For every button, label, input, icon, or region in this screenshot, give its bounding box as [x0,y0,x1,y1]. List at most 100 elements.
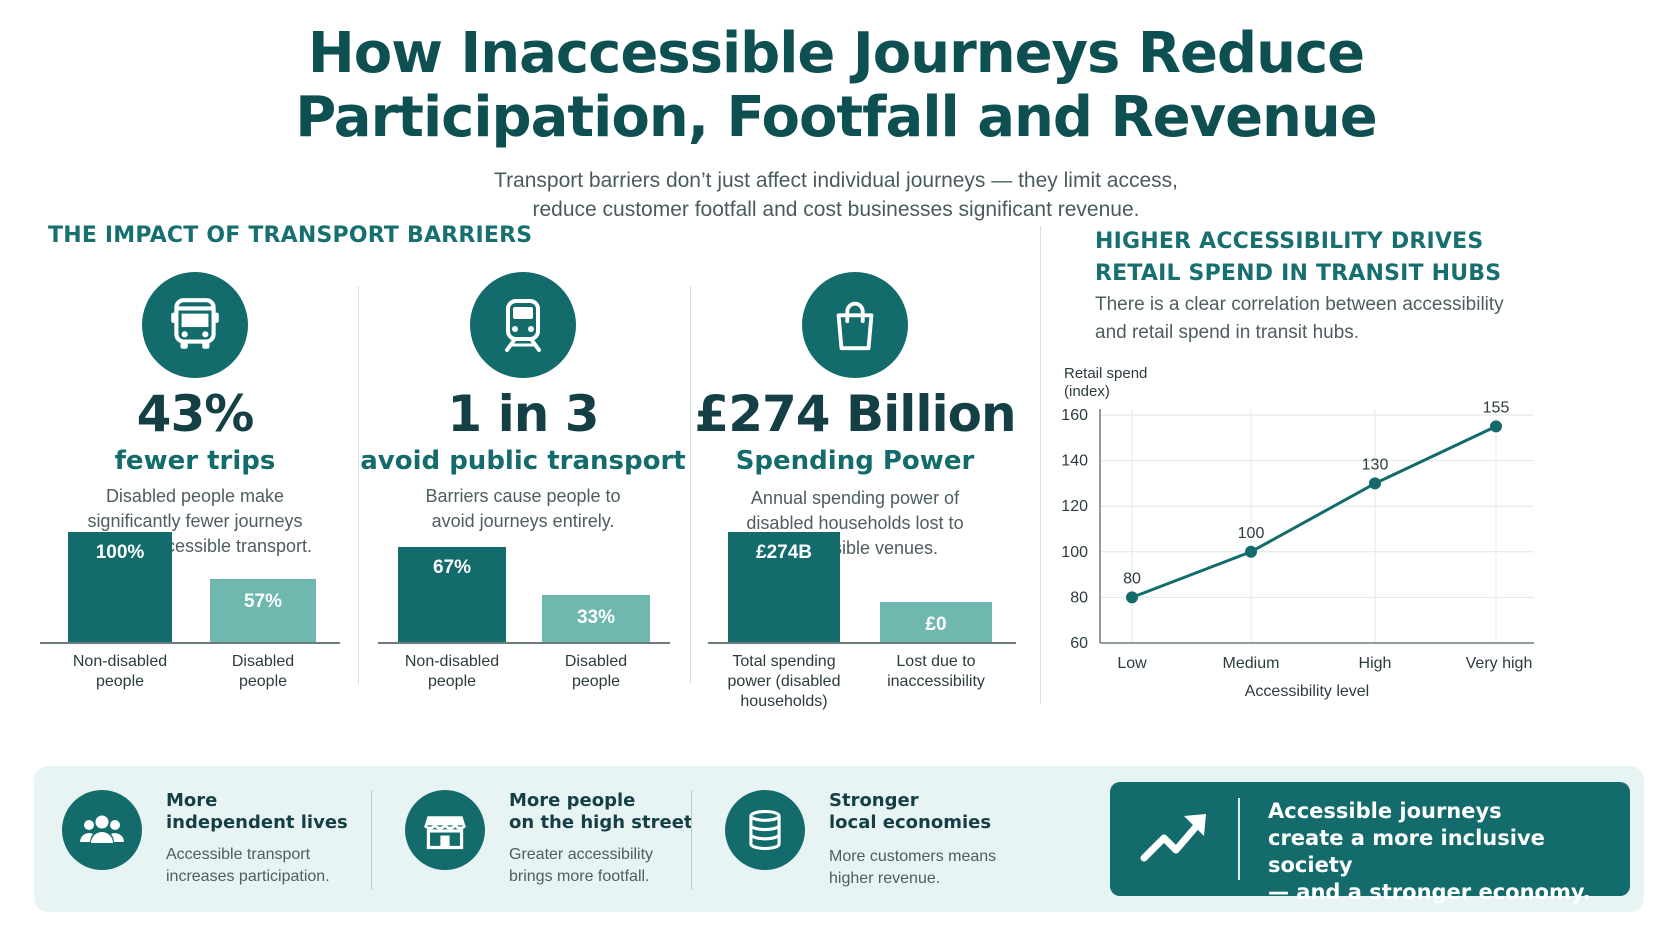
storefront-icon [405,790,485,870]
bar: £0 [880,602,992,642]
y-tick-label: 160 [1061,407,1088,424]
bar: 57% [210,579,316,642]
x-tick-label: High [1359,655,1392,672]
x-tick-label: Low [1117,655,1147,672]
stat-subtitle: avoid public transport [360,446,686,476]
title-line-1: How Inaccessible Journeys Reduce [307,21,1365,86]
stat-value: 43% [136,385,255,443]
bar-baseline [708,642,1016,644]
feature-desc-line: More customers means [829,848,997,865]
y-tick-label: 60 [1070,635,1088,652]
y-tick-label: 100 [1061,544,1088,561]
desc-line: significantly fewer journeys [87,511,303,531]
cta-text: Accessible journeys create a more inclus… [1268,798,1618,906]
page-title: How Inaccessible Journeys Reduce Partici… [0,22,1672,150]
stat-subtitle: Spending Power [735,446,975,476]
bus-icon [142,272,248,378]
data-point [1490,420,1502,433]
cta-line: — and a stronger economy. [1268,880,1591,904]
title-line-2: Participation, Footfall and Revenue [295,85,1378,150]
category-label: Non-disabled people [404,653,500,690]
bar-data-label: 33% [576,607,616,629]
x-tick-label: Very high [1466,655,1533,672]
feature-title: More independent lives [166,790,366,834]
feature-title-line: Stronger [829,790,919,811]
stat-subtitle: fewer trips [114,446,276,476]
coins-stack-icon [725,790,805,870]
feature-desc-line: increases participation. [166,868,330,885]
bar-data-label: 57% [243,591,283,613]
feature-title: More people on the high street [509,790,709,834]
bar: 67% [398,546,506,642]
chart-title-line: HIGHER ACCESSIBILITY DRIVES [1095,229,1484,254]
data-point [1126,591,1138,604]
chart-desc-line: and retail spend in transit hubs. [1095,322,1360,343]
feature-divider [371,790,372,890]
y-axis-label: Retail spend [1064,365,1147,382]
feature-title-line: independent lives [166,812,348,833]
column-divider [1040,226,1041,704]
feature-title-line: More [166,790,218,811]
trend-up-arrow-icon [1140,810,1210,871]
people-icon [62,790,142,870]
stat-description: Barriers cause people to avoid journeys … [368,484,678,534]
feature-title-line: local economies [829,812,992,833]
shopping-bag-icon [802,272,908,378]
data-point [1369,477,1381,490]
x-tick-label: Medium [1223,655,1280,672]
bar-baseline [378,642,670,644]
line-chart-title: HIGHER ACCESSIBILITY DRIVES RETAIL SPEND… [1095,226,1501,290]
feature-description: Accessible transport increases participa… [166,844,366,888]
stat-value: £274 Billion [694,385,1016,443]
category-label: Non-disabled people [72,653,168,690]
desc-line: disabled households lost to [746,513,964,533]
cta-line: Accessible journeys [1268,799,1502,823]
feature-desc-line: Accessible transport [166,846,311,863]
bar-data-label: £274B [756,542,812,563]
column-divider [690,286,691,684]
data-label: 80 [1123,570,1141,587]
bar: 100% [68,532,172,642]
desc-line: avoid journeys entirely. [431,511,615,531]
desc-line: Barriers cause people to [425,486,621,506]
y-tick-label: 120 [1061,498,1088,515]
bar-data-label: £0 [925,614,947,635]
bar-data-label: 100% [95,542,145,563]
train-icon [470,272,576,378]
cta-banner: Accessible journeys create a more inclus… [1110,782,1630,904]
category-label: Disabled people [564,653,628,690]
feature-divider [691,790,692,890]
desc-line: Annual spending power of [750,488,960,508]
bar-data-label: 67% [432,556,472,578]
category-label: Total spending power (disabled households) [727,653,841,710]
feature-title-line: More people [509,790,636,811]
feature-description: More customers means higher revenue. [829,846,1029,890]
stat-value: 1 in 3 [447,385,599,443]
bar: £274B [728,532,840,642]
series-line [1131,425,1497,599]
page-subtitle: Transport barriers don’t just affect ind… [0,166,1672,224]
y-axis-label: (index) [1064,383,1110,400]
feature-desc-line: higher revenue. [829,870,941,887]
cta-divider [1238,798,1240,880]
feature-description: Greater accessibility brings more footfa… [509,844,709,888]
bar: 33% [542,595,650,642]
feature-title-line: on the high street [509,812,693,833]
chart-desc-line: There is a clear correlation between acc… [1095,294,1504,315]
feature-desc-line: Greater accessibility [509,846,654,863]
data-label: 130 [1362,456,1389,473]
subtitle-line-2: reduce customer footfall and cost busine… [532,198,1140,221]
chart-title-line: RETAIL SPEND IN TRANSIT HUBS [1095,261,1502,286]
desc-line: Disabled people make [105,486,285,506]
data-point [1245,545,1257,558]
category-label: Lost due to inaccessibility [887,653,985,690]
cta-line: create a more inclusive society [1268,826,1545,877]
feature-title: Stronger local economies [829,790,1029,834]
bar-baseline [40,642,340,644]
impact-heading: THE IMPACT OF TRANSPORT BARRIERS [48,223,533,248]
column-divider [358,286,359,684]
feature-desc-line: brings more footfall. [509,868,650,885]
data-label: 100 [1238,525,1265,542]
y-tick-label: 140 [1061,453,1088,470]
data-label: 155 [1483,399,1510,416]
